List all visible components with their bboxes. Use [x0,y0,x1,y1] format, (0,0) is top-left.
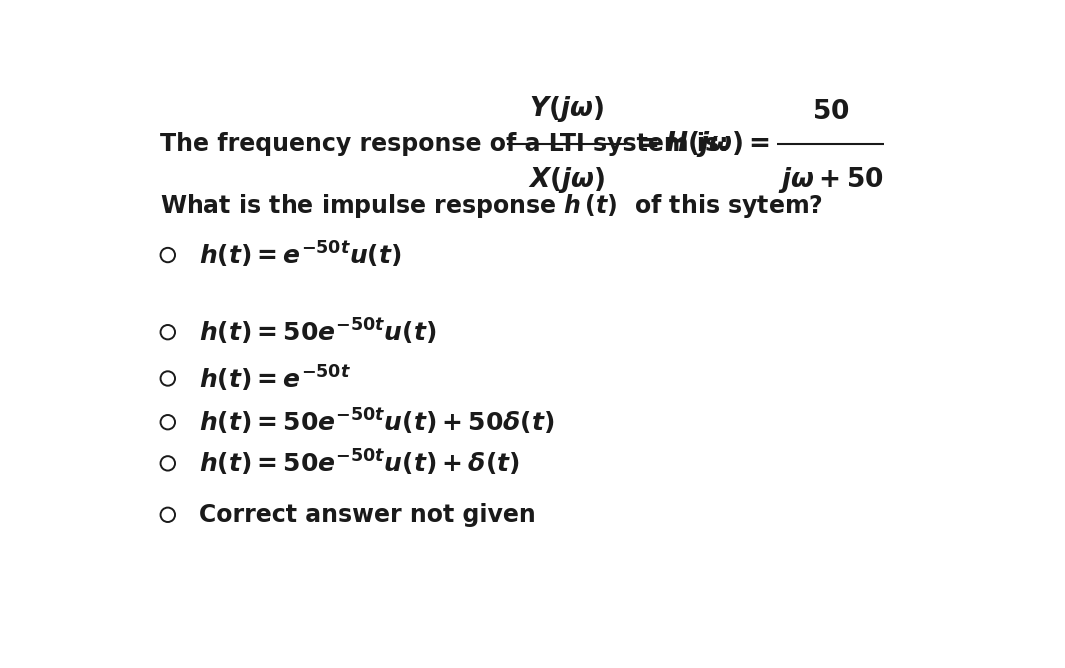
Text: Correct answer not given: Correct answer not given [199,503,536,527]
Text: $= H(j\omega) =$: $= H(j\omega) =$ [633,130,770,160]
Text: $h(t) = e^{-50t}u(t)$: $h(t) = e^{-50t}u(t)$ [199,240,402,270]
Text: What is the impulse response $h\,(t)$  of this sytem?: What is the impulse response $h\,(t)$ of… [160,192,822,220]
Text: $j\omega + 50$: $j\omega + 50$ [777,165,884,195]
Text: $h(t) = e^{-50t}$: $h(t) = e^{-50t}$ [199,363,351,393]
Text: $X(j\omega)$: $X(j\omega)$ [528,165,605,195]
Text: $h(t) = 50e^{-50t}u(t) + 50\delta(t)$: $h(t) = 50e^{-50t}u(t) + 50\delta(t)$ [199,407,555,438]
Text: $h(t) = 50e^{-50t}u(t)$: $h(t) = 50e^{-50t}u(t)$ [199,317,437,347]
Text: $h(t) = 50e^{-50t}u(t) + \delta(t)$: $h(t) = 50e^{-50t}u(t) + \delta(t)$ [199,448,520,478]
Text: $Y(j\omega)$: $Y(j\omega)$ [529,94,604,124]
Text: The frequency response of a LTI system is:: The frequency response of a LTI system i… [160,132,728,156]
Text: $50$: $50$ [812,99,849,125]
